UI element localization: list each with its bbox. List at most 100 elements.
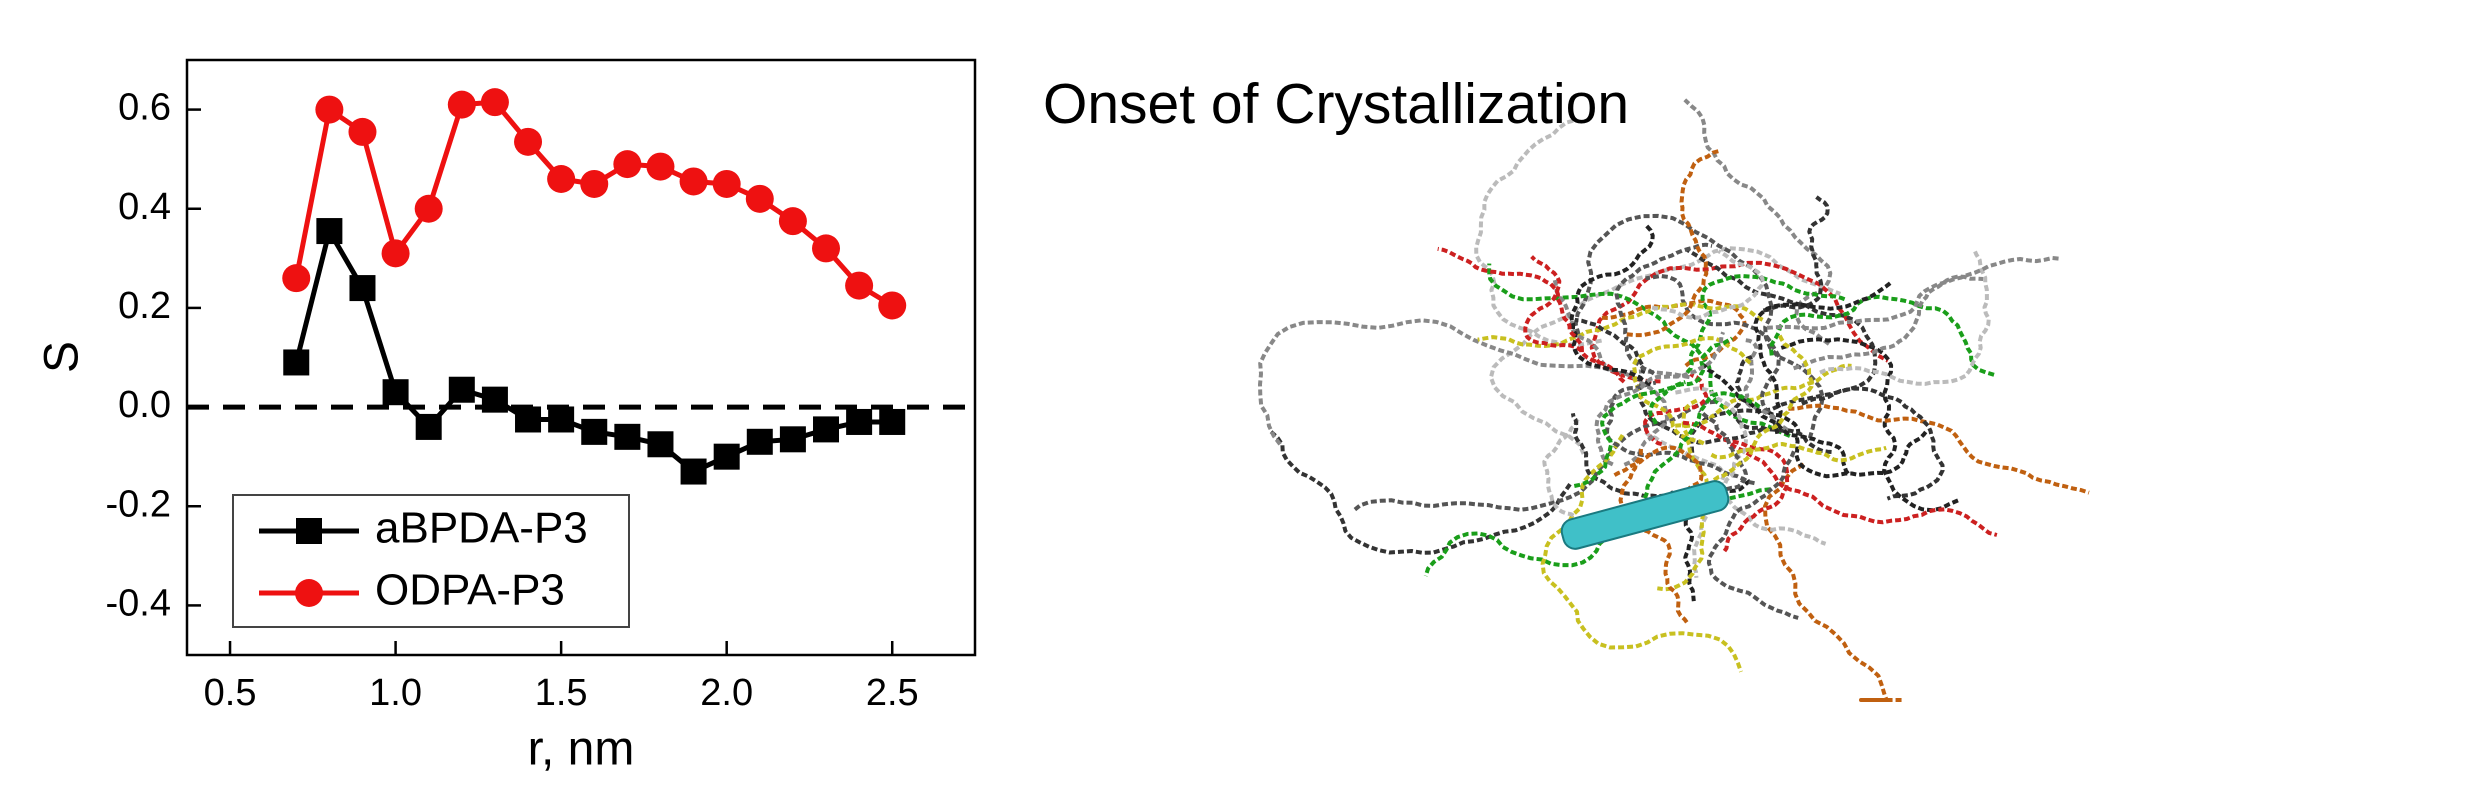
polymer-chain xyxy=(1437,246,1584,353)
x-tick-label: 1.5 xyxy=(535,672,588,714)
y-tick-label: -0.2 xyxy=(106,483,171,525)
polymer-chain xyxy=(1651,249,1765,320)
data-point xyxy=(845,271,874,300)
data-point xyxy=(315,95,344,124)
polymer-chain xyxy=(1686,248,1878,462)
data-point xyxy=(647,431,674,458)
data-point xyxy=(547,165,576,193)
data-point xyxy=(481,386,508,413)
x-axis-label: r, nm xyxy=(528,723,635,776)
data-point xyxy=(548,406,575,433)
polymer-chain xyxy=(1589,260,1889,384)
polymer-chain xyxy=(1618,449,1690,625)
polymer-chain xyxy=(1487,263,1791,438)
polymer-chain xyxy=(1769,294,1995,377)
polymer-chain xyxy=(1634,391,1761,512)
data-point xyxy=(381,239,410,268)
polymer-chain xyxy=(1605,380,1755,486)
data-point xyxy=(414,194,443,223)
legend-marker xyxy=(296,518,322,544)
data-point xyxy=(613,150,642,179)
x-tick-label: 2.5 xyxy=(866,672,919,714)
data-point xyxy=(581,418,608,445)
data-point xyxy=(745,184,774,213)
data-point xyxy=(515,406,542,433)
y-tick-label: -0.4 xyxy=(106,582,171,624)
data-point xyxy=(746,428,773,455)
data-point xyxy=(713,443,740,470)
data-point xyxy=(812,234,841,263)
polymer-chain xyxy=(1573,380,1686,488)
data-point xyxy=(614,423,641,450)
data-point xyxy=(448,376,475,403)
plot-frame xyxy=(185,58,977,657)
polymer-chain xyxy=(1788,403,2090,495)
data-point xyxy=(580,169,609,198)
polymer-chain xyxy=(1569,224,1655,387)
y-tick-label: 0.0 xyxy=(118,384,171,426)
data-point xyxy=(382,379,409,406)
polymer-chain xyxy=(1766,256,2061,331)
data-point xyxy=(646,152,675,181)
polymer-chain xyxy=(1710,442,1887,463)
polymer-chain xyxy=(1648,336,1734,425)
data-point xyxy=(349,275,376,302)
series-line xyxy=(293,99,894,308)
polymer-chain xyxy=(1729,442,1998,537)
polymer-chain xyxy=(1743,338,1792,433)
polymer-chain xyxy=(1573,213,1825,439)
polymer-chain xyxy=(1477,302,1764,348)
polymer-chain xyxy=(1574,317,1765,445)
polymer-chain xyxy=(1792,274,1984,371)
data-point xyxy=(415,413,442,440)
legend-box xyxy=(232,494,630,628)
data-point xyxy=(680,458,707,485)
data-point xyxy=(679,167,708,196)
polymer-chain xyxy=(1675,386,1749,578)
polymer-chain xyxy=(1712,334,1815,482)
x-tick-label: 2.0 xyxy=(700,672,753,714)
data-point xyxy=(846,408,873,435)
data-point xyxy=(447,90,476,119)
polymer-chain xyxy=(1700,362,1851,476)
polymer-chain xyxy=(1540,433,1743,673)
data-point xyxy=(878,291,907,320)
molecular-snapshot xyxy=(1258,98,2090,702)
data-point xyxy=(282,264,311,293)
data-point xyxy=(813,416,840,443)
polymer-chain xyxy=(1474,117,1603,347)
polymer-chain xyxy=(1614,242,1713,376)
y-tick-label: 0.4 xyxy=(118,186,171,228)
legend-label: ODPA-P3 xyxy=(375,566,565,615)
polymer-chain xyxy=(1351,399,1716,513)
legend-label: aBPDA-P3 xyxy=(375,504,588,553)
polymer-chain xyxy=(1780,337,1959,513)
image-title: Onset of Crystallization xyxy=(1043,72,1629,136)
y-tick-label: 0.6 xyxy=(118,87,171,129)
data-point xyxy=(480,88,509,117)
data-point xyxy=(712,169,741,198)
y-tick-label: 0.2 xyxy=(118,285,171,327)
x-tick-label: 1.0 xyxy=(369,672,422,714)
x-tick-label: 0.5 xyxy=(204,672,257,714)
polymer-chain xyxy=(1613,445,1704,515)
data-point xyxy=(316,218,343,245)
nanotube xyxy=(1560,480,1730,550)
polymer-chain xyxy=(1801,386,1945,501)
polymer-chain xyxy=(1698,408,1748,492)
polymer-chain xyxy=(1523,255,1626,384)
polymer-chain xyxy=(1753,280,1893,435)
data-point xyxy=(879,408,906,435)
data-point xyxy=(283,349,310,376)
polymer-chain xyxy=(1819,247,1991,386)
polymer-chain xyxy=(1762,195,1830,313)
data-point xyxy=(778,207,807,236)
polymer-chain xyxy=(1423,487,1771,577)
polymer-chain xyxy=(1706,450,1799,620)
polymer-chain xyxy=(1594,331,1725,467)
data-point xyxy=(348,117,377,146)
data-point xyxy=(514,127,543,156)
y-axis-label: S xyxy=(36,341,89,373)
polymer-chain xyxy=(1763,462,1903,702)
